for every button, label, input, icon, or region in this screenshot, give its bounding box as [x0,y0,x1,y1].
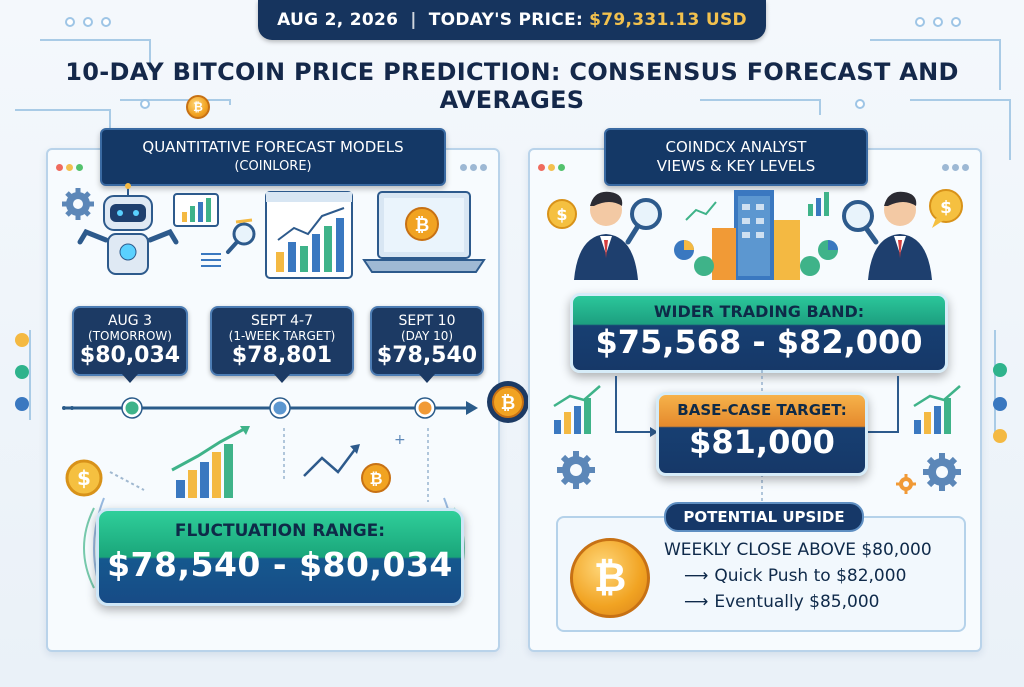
window-controls-icon [460,156,490,175]
dollar-coin-icon: $ [547,199,577,229]
analyst-person-icon [574,191,662,280]
top-banner: AUG 2, 2026 | TODAY'S PRICE: $79,331.13 … [258,0,766,40]
robot-icon [77,183,179,275]
dollar-coin-icon: $ [65,459,103,497]
bitcoin-coin-icon: ₿ [186,95,210,119]
base-case-value: $81,000 [689,423,835,461]
svg-text:+: + [394,432,406,448]
magnifier-icon [226,218,256,254]
trading-band-box: WIDER TRADING BAND: $75,568 - $82,000 [570,293,948,373]
forecast-callout-sept10: SEPT 10 (DAY 10) $78,540 [370,306,484,383]
svg-text:₿: ₿ [369,469,382,488]
gear-icon [557,451,595,489]
gear-icon [896,474,916,494]
analysts-illustration: $ $ [547,189,963,280]
trading-band-value: $75,568 - $82,000 [595,323,923,361]
analyst-person-icon [842,191,932,280]
city-buildings-icon [694,190,820,280]
page-title: 10-DAY BITCOIN PRICE PREDICTION: CONSENS… [65,58,959,114]
fluctuation-range-box: FLUCTUATION RANGE: $78,540 - $80,034 [96,508,464,606]
upside-line-eventually: ⟶ Eventually $85,000 [684,592,879,612]
trading-band-label: WIDER TRADING BAND: [653,302,865,321]
callout-value: $78,801 [231,343,333,368]
gear-icon [62,188,94,220]
center-bitcoin-connector: ₿ [487,381,529,423]
window-controls-icon [942,156,972,175]
callout-date: SEPT 10 [398,313,456,329]
svg-text:$: $ [940,198,952,218]
window-controls-icon [48,150,498,184]
forecast-models-illustration: ₿ [62,183,486,279]
callout-date: SEPT 4-7 [250,313,314,329]
growth-bar-chart-icon [913,385,961,434]
arrow-right-icon: ⟶ [684,566,709,586]
callout-value: $78,540 [376,343,478,368]
right-header-line1: COINDCX ANALYST [665,138,807,156]
callout-subtitle: (1-WEEK TARGET) [228,329,336,343]
left-header-line1: QUANTITATIVE FORECAST MODELS [142,138,404,156]
bar-chart-icon [808,192,829,216]
growth-bar-chart-icon [553,385,601,434]
trend-line-icon [303,444,360,477]
pie-chart-icon [818,240,838,260]
base-case-target-box: BASE-CASE TARGET: $81,000 [656,392,868,476]
pie-chart-icon [674,240,694,260]
arrow-right-icon: ⟶ [684,592,709,612]
forecast-callout-sept4-7: SEPT 4-7 (1-WEEK TARGET) $78,801 [210,306,354,383]
right-panel-header: COINDCX ANALYST VIEWS & KEY LEVELS [604,128,868,186]
left-header-line2: (COINLORE) [234,159,312,174]
bitcoin-coin-icon: ₿ [570,538,650,618]
callout-date: AUG 3 [107,313,153,329]
callout-subtitle: (DAY 10) [400,329,454,343]
bitcoin-coin-icon: ₿ [361,463,391,493]
banner-price-value: $79,331.13 USD [589,10,747,30]
window-controls-icon [530,150,980,184]
banner-separator: | [410,10,417,30]
left-mid-illustration: $ + ₿ [65,426,429,502]
forecast-callout-aug3: AUG 3 (TOMORROW) $80,034 [72,306,188,383]
gear-icon [923,453,961,491]
line-chart-screen-icon [265,191,353,279]
quick-push-text: Quick Push to $82,000 [714,566,907,586]
svg-text:₿: ₿ [501,393,516,414]
svg-text:$: $ [556,205,567,224]
fluctuation-range-value: $78,540 - $80,034 [107,545,453,584]
upside-line-quick-push: ⟶ Quick Push to $82,000 [684,566,906,586]
callout-subtitle: (TOMORROW) [88,329,172,343]
svg-text:$: $ [77,466,91,490]
banner-date: AUG 2, 2026 [277,10,399,30]
upside-line-weekly-close: WEEKLY CLOSE ABOVE $80,000 [664,540,932,560]
forecast-timeline [62,397,478,419]
banner-price-label: TODAY'S PRICE: [428,10,584,30]
potential-upside-label: POTENTIAL UPSIDE [664,502,864,532]
eventually-text: Eventually $85,000 [714,592,880,612]
base-case-label: BASE-CASE TARGET: [677,401,847,419]
bar-chart-card-icon [173,193,219,227]
dollar-speech-bubble-icon: $ [929,189,963,228]
growth-bar-chart-icon [171,426,250,498]
right-header-line2: VIEWS & KEY LEVELS [656,157,816,175]
laptop-bitcoin-icon: ₿ [362,191,486,273]
fluctuation-range-label: FLUCTUATION RANGE: [174,521,386,541]
left-panel-header: QUANTITATIVE FORECAST MODELS (COINLORE) [100,128,446,186]
callout-value: $80,034 [79,343,181,368]
base-case-connectors [553,370,961,502]
svg-text:₿: ₿ [415,215,430,236]
